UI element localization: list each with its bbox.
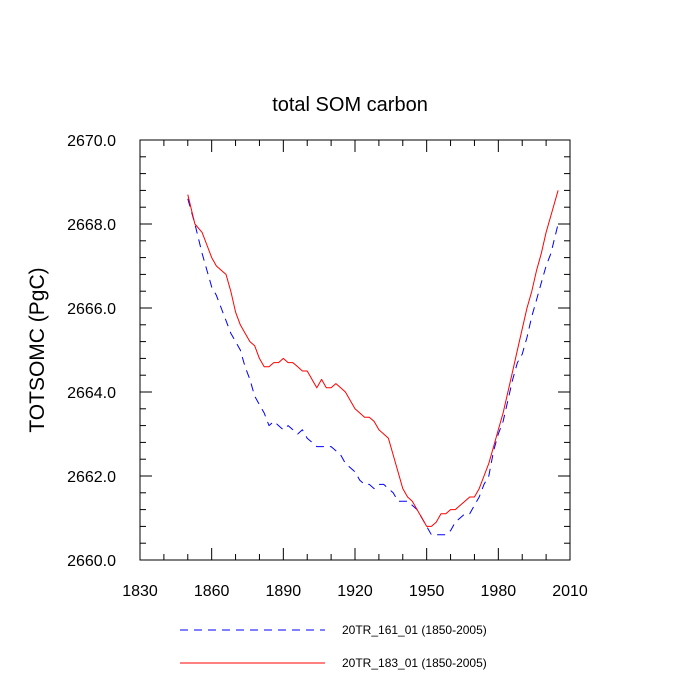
x-tick-label: 1950: [409, 583, 445, 600]
y-axis-label: TOTSOMC (PgC): [26, 267, 49, 432]
legend-label-0: 20TR_161_01 (1850-2005): [342, 623, 487, 637]
y-tick-label: 2660.0: [67, 553, 116, 570]
chart-title: total SOM carbon: [272, 94, 428, 116]
x-tick-label: 1920: [337, 583, 373, 600]
series-lines: [187, 190, 559, 536]
y-tick-label: 2666.0: [67, 301, 116, 318]
series-line-1: [187, 190, 559, 527]
x-tick-label: 1830: [122, 583, 158, 600]
legend: 20TR_161_01 (1850-2005) 20TR_183_01 (1850…: [180, 623, 487, 670]
x-tick-label: 1860: [194, 583, 230, 600]
x-tick-labels: 1830 1860 1890 1920 1950 1980 2010: [122, 583, 588, 600]
legend-label-1: 20TR_183_01 (1850-2005): [342, 656, 487, 670]
y-tick-label: 2670.0: [67, 133, 116, 150]
series-line-0: [187, 198, 559, 536]
y-tick-label: 2662.0: [67, 469, 116, 486]
x-tick-label: 1980: [481, 583, 517, 600]
y-tick-labels: 2660.0 2662.0 2664.0 2666.0 2668.0 2670.0: [67, 133, 116, 570]
y-tick-label: 2668.0: [67, 217, 116, 234]
x-tick-label: 1890: [266, 583, 302, 600]
axis-ticks: [139, 139, 571, 561]
y-tick-label: 2664.0: [67, 385, 116, 402]
plot-frame: [139, 139, 571, 561]
x-tick-label: 2010: [552, 583, 588, 600]
